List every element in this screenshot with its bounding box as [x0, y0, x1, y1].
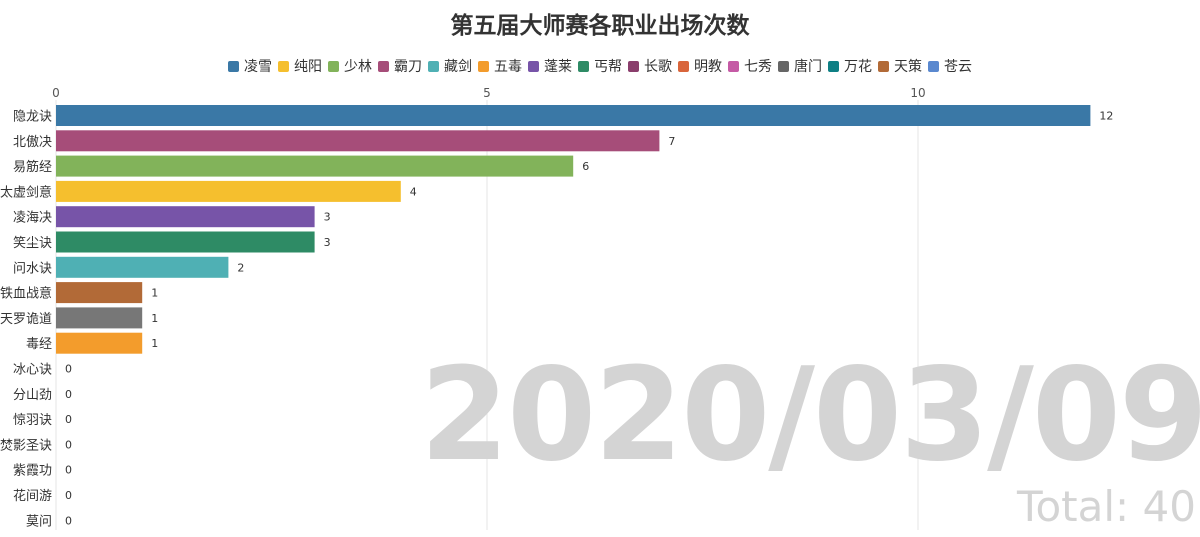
value-label: 1 [151, 337, 158, 350]
category-label: 分山劲 [13, 388, 52, 403]
legend-item: 藏剑 [428, 56, 472, 76]
legend-label: 少林 [344, 59, 372, 75]
category-label: 铁血战意 [0, 286, 52, 302]
value-label: 0 [65, 363, 72, 376]
legend-swatch [528, 61, 539, 72]
value-label: 0 [65, 438, 72, 451]
legend-swatch [578, 61, 589, 72]
legend-label: 霸刀 [394, 59, 422, 75]
legend-label: 五毒 [494, 59, 522, 75]
value-label: 0 [65, 489, 72, 502]
value-label: 3 [324, 236, 331, 249]
legend-label: 凌雪 [244, 59, 272, 75]
legend-label: 长歌 [644, 59, 672, 75]
category-label: 毒经 [26, 337, 52, 352]
category-label: 笑尘诀 [13, 235, 52, 251]
value-label: 0 [65, 388, 72, 401]
category-label: 凌海决 [13, 211, 52, 226]
legend-swatch [928, 61, 939, 72]
legend-item: 苍云 [928, 56, 972, 76]
value-label: 0 [65, 413, 72, 426]
total-label: Total: 40 [1016, 482, 1196, 531]
value-label: 3 [324, 211, 331, 224]
legend-label: 藏剑 [444, 59, 472, 75]
category-label: 太虚剑意 [0, 184, 52, 200]
bar [56, 105, 1091, 126]
legend-item: 纯阳 [278, 56, 322, 76]
bar [56, 332, 143, 354]
legend-label: 明教 [694, 59, 722, 75]
category-label: 焚影圣诀 [0, 438, 52, 453]
category-label: 紫霞功 [13, 464, 52, 479]
legend-label: 天策 [894, 59, 922, 75]
category-label: 隐龙诀 [13, 110, 52, 125]
bar [56, 206, 315, 228]
legend-swatch [378, 61, 389, 72]
legend-swatch [778, 61, 789, 72]
legend-item: 丐帮 [578, 56, 622, 76]
legend-item: 万花 [828, 56, 872, 76]
category-label: 北傲决 [13, 135, 52, 150]
legend-label: 万花 [844, 59, 872, 75]
chart-legend: 凌雪 纯阳 少林 霸刀 藏剑 五毒 蓬莱 丐帮 长歌 明教 七秀 唐门 万花 天策 苍云 [0, 56, 1200, 76]
value-label: 12 [1099, 110, 1113, 123]
bar [56, 256, 229, 278]
date-watermark: 2020/03/09 [420, 341, 1200, 490]
legend-label: 丐帮 [594, 59, 622, 75]
value-label: 4 [410, 185, 417, 198]
legend-item: 长歌 [628, 56, 672, 76]
legend-item: 霸刀 [378, 56, 422, 76]
legend-label: 纯阳 [294, 59, 322, 75]
legend-item: 唐门 [778, 56, 822, 76]
legend-swatch [728, 61, 739, 72]
value-label: 1 [151, 312, 158, 325]
legend-swatch [228, 61, 239, 72]
legend-item: 少林 [328, 56, 372, 76]
legend-swatch [878, 61, 889, 72]
legend-item: 蓬莱 [528, 56, 572, 76]
value-label: 0 [65, 514, 72, 527]
legend-item: 凌雪 [228, 56, 272, 76]
legend-label: 七秀 [744, 59, 772, 75]
value-label: 2 [237, 261, 244, 274]
legend-swatch [428, 61, 439, 72]
value-label: 1 [151, 287, 158, 300]
bar [56, 282, 143, 304]
value-label: 0 [65, 464, 72, 477]
bar [56, 307, 143, 329]
x-tick-label: 0 [52, 86, 60, 100]
chart-title: 第五届大师赛各职业出场次数 [450, 13, 750, 39]
bar [56, 155, 574, 177]
legend-swatch [628, 61, 639, 72]
value-label: 6 [582, 160, 589, 173]
legend-swatch [278, 61, 289, 72]
bar [56, 180, 401, 202]
bar [56, 231, 315, 253]
category-label: 易筋经 [13, 159, 52, 175]
legend-item: 天策 [878, 56, 922, 76]
value-label: 7 [668, 135, 675, 148]
category-label: 花间游 [13, 488, 52, 504]
category-label: 天罗诡道 [0, 312, 52, 327]
x-tick-label: 10 [910, 86, 925, 100]
legend-label: 苍云 [944, 59, 972, 75]
x-tick-label: 5 [483, 86, 491, 100]
category-label: 冰心诀 [13, 363, 52, 378]
legend-swatch [828, 61, 839, 72]
category-label: 问水诀 [13, 261, 52, 276]
legend-item: 明教 [678, 56, 722, 76]
legend-swatch [328, 61, 339, 72]
bar [56, 130, 660, 152]
legend-label: 蓬莱 [544, 59, 572, 75]
legend-label: 唐门 [794, 59, 822, 75]
category-label: 惊羽诀 [13, 413, 52, 428]
legend-item: 五毒 [478, 56, 522, 76]
legend-swatch [478, 61, 489, 72]
category-label: 莫问 [26, 514, 52, 529]
legend-item: 七秀 [728, 56, 772, 76]
legend-swatch [678, 61, 689, 72]
